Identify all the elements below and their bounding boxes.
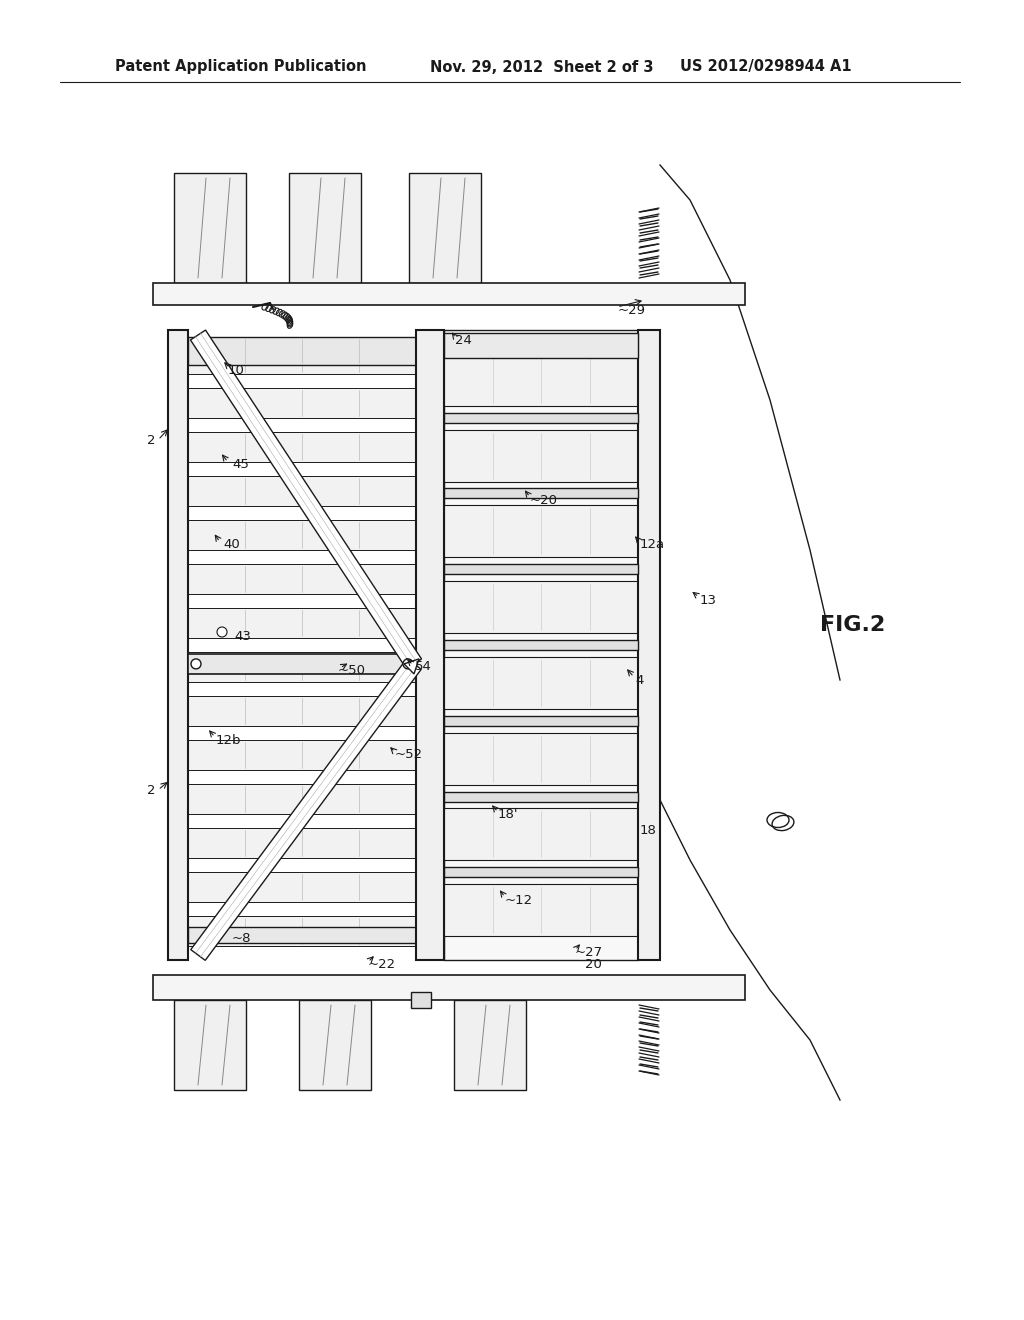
Text: 12a: 12a — [640, 539, 666, 552]
Bar — [188, 432, 416, 462]
Circle shape — [191, 659, 201, 669]
Bar — [188, 873, 416, 902]
Bar — [188, 520, 416, 550]
Text: 10: 10 — [228, 363, 245, 376]
Text: ~27: ~27 — [575, 946, 603, 960]
Text: ~52: ~52 — [395, 748, 423, 762]
Text: Nov. 29, 2012  Sheet 2 of 3: Nov. 29, 2012 Sheet 2 of 3 — [430, 59, 653, 74]
Bar — [444, 354, 638, 405]
Bar — [188, 784, 416, 814]
Bar — [188, 696, 416, 726]
Text: ~8: ~8 — [232, 932, 252, 945]
Bar — [409, 173, 481, 282]
Text: ~20: ~20 — [530, 494, 558, 507]
Bar — [444, 867, 638, 878]
Bar — [638, 330, 660, 960]
Bar — [168, 330, 188, 960]
Bar — [188, 653, 416, 675]
Text: ~22: ~22 — [368, 958, 396, 972]
Polygon shape — [404, 659, 419, 675]
Bar — [444, 488, 638, 499]
Bar — [444, 792, 638, 801]
Text: 45: 45 — [232, 458, 249, 471]
Bar — [444, 333, 638, 358]
Bar — [188, 388, 416, 418]
Bar — [188, 652, 416, 682]
Bar — [454, 1001, 526, 1090]
Bar — [174, 1001, 246, 1090]
Bar — [188, 345, 416, 374]
Text: FIG.2: FIG.2 — [820, 615, 886, 635]
Bar — [444, 506, 638, 557]
Text: Patent Application Publication: Patent Application Publication — [115, 59, 367, 74]
Bar — [444, 581, 638, 634]
Bar — [444, 884, 638, 936]
Bar — [188, 609, 416, 638]
Text: 24: 24 — [455, 334, 472, 346]
Bar — [444, 330, 638, 960]
Circle shape — [217, 627, 227, 638]
Polygon shape — [190, 330, 422, 669]
Bar — [188, 741, 416, 770]
Polygon shape — [190, 659, 421, 961]
Bar — [153, 975, 745, 1001]
Text: 18': 18' — [498, 808, 518, 821]
Circle shape — [403, 659, 413, 669]
Bar — [444, 733, 638, 784]
Bar — [444, 640, 638, 649]
Text: 2: 2 — [146, 784, 155, 796]
Text: ~29: ~29 — [618, 304, 646, 317]
Bar — [188, 564, 416, 594]
Text: 13: 13 — [700, 594, 717, 606]
Bar — [174, 173, 246, 282]
Bar — [444, 413, 638, 422]
Bar — [153, 282, 745, 305]
Bar — [188, 828, 416, 858]
Bar — [299, 1001, 371, 1090]
Bar — [188, 916, 416, 946]
Text: 40: 40 — [223, 539, 240, 552]
Bar — [444, 657, 638, 709]
Text: 12b: 12b — [216, 734, 242, 747]
Text: 2: 2 — [146, 433, 155, 446]
Bar — [444, 564, 638, 574]
Bar — [188, 927, 416, 942]
Bar — [444, 808, 638, 861]
Bar — [416, 330, 444, 960]
Text: 20: 20 — [585, 958, 602, 972]
Text: 18: 18 — [640, 824, 656, 837]
Bar — [411, 993, 431, 1008]
Bar — [444, 715, 638, 726]
Text: ~12: ~12 — [505, 894, 534, 907]
Text: 43: 43 — [234, 631, 251, 644]
Bar — [289, 173, 361, 282]
Text: 54: 54 — [415, 660, 432, 673]
Bar — [444, 429, 638, 482]
Text: 4: 4 — [635, 673, 643, 686]
Text: ~50: ~50 — [338, 664, 366, 676]
Bar — [188, 337, 416, 366]
Bar — [188, 477, 416, 506]
Text: US 2012/0298944 A1: US 2012/0298944 A1 — [680, 59, 852, 74]
